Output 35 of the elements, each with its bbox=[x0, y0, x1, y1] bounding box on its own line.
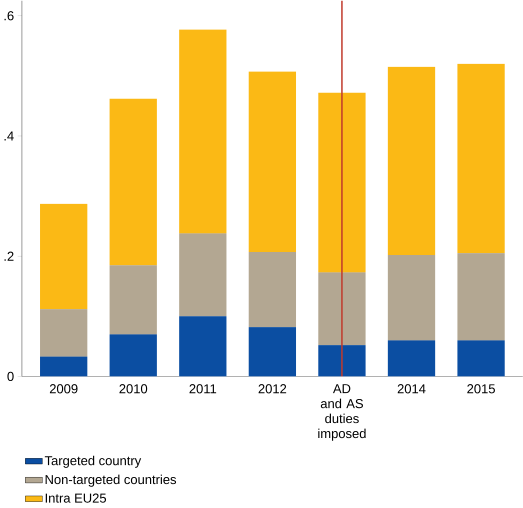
legend-label: Targeted country bbox=[44, 456, 142, 468]
x-tick-label: 2012 bbox=[258, 384, 286, 394]
bar bbox=[248, 327, 296, 376]
bar bbox=[248, 72, 296, 252]
y-tick-label: 0 bbox=[7, 372, 14, 381]
y-tick-label: .4 bbox=[4, 131, 14, 140]
bar bbox=[457, 253, 505, 340]
y-tick-label: .6 bbox=[4, 11, 14, 20]
x-tick-label: 2010 bbox=[119, 384, 148, 394]
bar bbox=[388, 66, 436, 255]
bar bbox=[179, 233, 226, 316]
bar bbox=[318, 92, 366, 272]
bar bbox=[248, 252, 296, 328]
bar bbox=[388, 340, 436, 376]
bar bbox=[40, 309, 88, 357]
x-tick-label: 2011 bbox=[190, 384, 216, 394]
bar bbox=[110, 334, 157, 376]
bar bbox=[179, 316, 226, 376]
bar bbox=[388, 254, 436, 340]
bar bbox=[318, 345, 366, 376]
x-tick-label: AD and AS duties imposed bbox=[318, 384, 366, 441]
bar bbox=[457, 340, 505, 376]
legend-label: Non-targeted countries bbox=[46, 474, 176, 487]
bar bbox=[457, 64, 505, 254]
bar bbox=[110, 265, 157, 334]
x-tick-label: 2015 bbox=[467, 384, 495, 394]
bar bbox=[110, 98, 157, 266]
legend-label: Intra EU25 bbox=[46, 493, 106, 503]
bar bbox=[40, 204, 88, 310]
y-tick-label: .2 bbox=[4, 252, 14, 261]
x-tick-label: 2009 bbox=[50, 384, 78, 394]
x-tick-label: 2014 bbox=[398, 384, 426, 394]
bar bbox=[179, 30, 226, 234]
bar bbox=[40, 356, 88, 376]
bar bbox=[318, 272, 366, 346]
